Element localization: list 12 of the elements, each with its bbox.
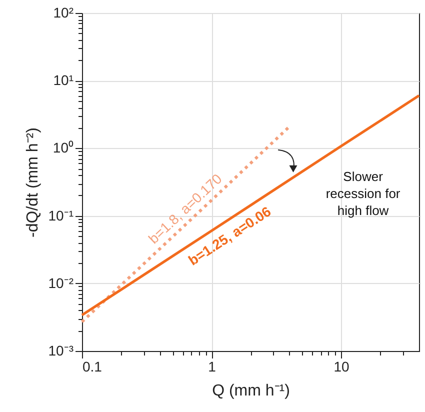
x-tick-label: 10: [334, 358, 350, 374]
x-tick-label: 0.1: [82, 358, 102, 374]
y-axis-title: -dQ/dt (mm h⁻²): [24, 128, 42, 238]
x-tick-label: 1: [208, 358, 216, 374]
y-tick-label: 10¹: [53, 72, 74, 88]
y-tick-label: 10²: [53, 4, 74, 20]
x-axis-title: Q (mm h⁻¹): [212, 382, 290, 400]
y-tick-label: 10⁻²: [48, 274, 74, 291]
y-tick-label: 10⁻¹: [48, 207, 74, 224]
annotation: Slower recession for high flow: [324, 168, 402, 219]
y-tick-label: 10⁻³: [48, 342, 74, 358]
y-tick-label: 10⁰: [52, 140, 74, 156]
